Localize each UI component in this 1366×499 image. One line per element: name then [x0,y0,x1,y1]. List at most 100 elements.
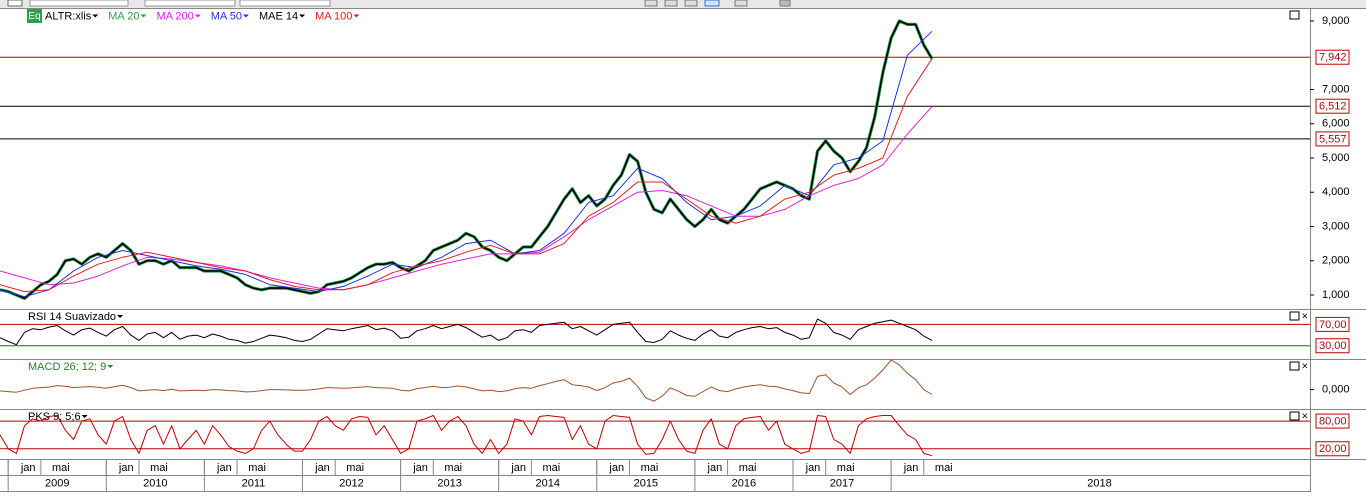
panel-title: PKS 9; 5;6 [28,411,81,423]
close-button[interactable]: × [1302,310,1308,322]
toolbar-button[interactable] [644,0,658,7]
data-line [0,30,933,298]
x-tick-label: mai [346,462,364,474]
x-tick-label: jan [118,462,134,474]
toolbar [0,0,1366,8]
dropdown-arrow [353,14,360,18]
panel-title: MACD 26; 12; 9 [28,361,106,373]
year-label: 2009 [45,477,69,489]
y-tick-label: 2,000 [1322,255,1350,267]
level-label-box [1315,131,1350,147]
toolbar-button[interactable] [734,0,748,7]
toolbar-field[interactable] [29,0,129,7]
data-line [0,20,933,300]
year-label: 2015 [634,477,658,489]
source-icon-label: Eq [28,11,40,22]
level-label-box [1315,49,1350,65]
x-tick-label: jan [216,462,232,474]
level-label: 20,00 [1319,443,1347,455]
legend-label: ALTR:xlis [45,10,92,22]
x-tick-label: jan [707,462,723,474]
toolbar-button[interactable] [7,0,23,7]
level-label: 30,00 [1319,340,1347,352]
y-tick-label: 4,000 [1322,186,1350,198]
data-line [0,106,933,291]
y-tick-label: 7,000 [1322,83,1350,95]
legend-label: MA 100 [315,10,352,22]
level-label-box [1315,441,1350,457]
dropdown-arrow [140,14,147,18]
year-label: 2016 [732,477,756,489]
y-tick-label: 5,000 [1322,152,1350,164]
data-line [0,359,933,402]
x-tick-label: mai [52,462,70,474]
data-line [0,318,933,346]
close-button[interactable]: × [1302,360,1308,372]
x-tick-label: mai [543,462,561,474]
year-label: 2012 [339,477,363,489]
x-tick-label: mai [150,462,168,474]
legend-label: MAE 14 [259,10,298,22]
level-label: 70,00 [1319,319,1347,331]
data-line [0,415,933,457]
year-label: 2017 [830,477,854,489]
year-label: 2013 [437,477,461,489]
close-button[interactable]: × [1302,410,1308,422]
x-tick-label: jan [608,462,624,474]
x-tick-label: jan [412,462,428,474]
dropdown-arrow [117,315,124,318]
x-tick-label: jan [314,462,330,474]
year-label: 2011 [242,477,266,489]
maximize-button[interactable] [1289,10,1300,20]
toolbar-button[interactable] [704,0,720,7]
x-tick-label: mai [837,462,855,474]
x-tick-label: mai [641,462,659,474]
y-tick-label: 9,000 [1322,15,1350,27]
level-label-box [1315,338,1350,354]
year-label: 2018 [1087,477,1111,489]
x-tick-label: mai [248,462,266,474]
level-label: 5,557 [1319,133,1347,145]
legend-label: MA 20 [108,10,139,22]
dropdown-arrow [242,14,249,18]
maximize-button[interactable] [1289,361,1300,371]
x-tick-label: jan [20,462,36,474]
toolbar-button[interactable] [664,0,678,7]
level-label-box [1315,413,1350,429]
x-tick-label: jan [903,462,919,474]
x-tick-label: mai [444,462,462,474]
maximize-button[interactable] [1289,311,1300,321]
level-label-box [1315,98,1350,114]
dropdown-arrow [299,14,306,18]
maximize-button[interactable] [1289,411,1300,421]
level-label: 6,512 [1319,101,1347,113]
y-tick-label: 3,000 [1322,220,1350,232]
level-label: 80,00 [1319,415,1347,427]
toolbar-button[interactable] [684,0,698,7]
legend-label: MA 50 [211,10,242,22]
panel-title: RSI 14 Suavizado [28,311,116,323]
source-icon [27,9,42,23]
toolbar-field[interactable] [144,0,236,7]
x-tick-label: jan [805,462,821,474]
toolbar-button[interactable] [779,0,791,7]
data-line [0,58,933,293]
toolbar-field[interactable] [239,0,331,7]
x-tick-label: mai [739,462,757,474]
legend-label: MA 200 [156,10,193,22]
dropdown-arrow [107,365,114,368]
y-tick-label: 1,000 [1322,289,1350,301]
dropdown-arrow [194,14,201,18]
level-label-box [1315,316,1350,332]
dropdown-arrow [81,415,88,418]
level-label: 7,942 [1319,52,1347,64]
data-line [0,19,934,300]
year-label: 2014 [535,477,559,489]
y-tick-label: 6,000 [1322,118,1350,130]
x-tick-label: mai [935,462,953,474]
year-label: 2010 [143,477,167,489]
x-tick-label: jan [510,462,526,474]
y-tick-label: 0,000 [1322,383,1350,395]
